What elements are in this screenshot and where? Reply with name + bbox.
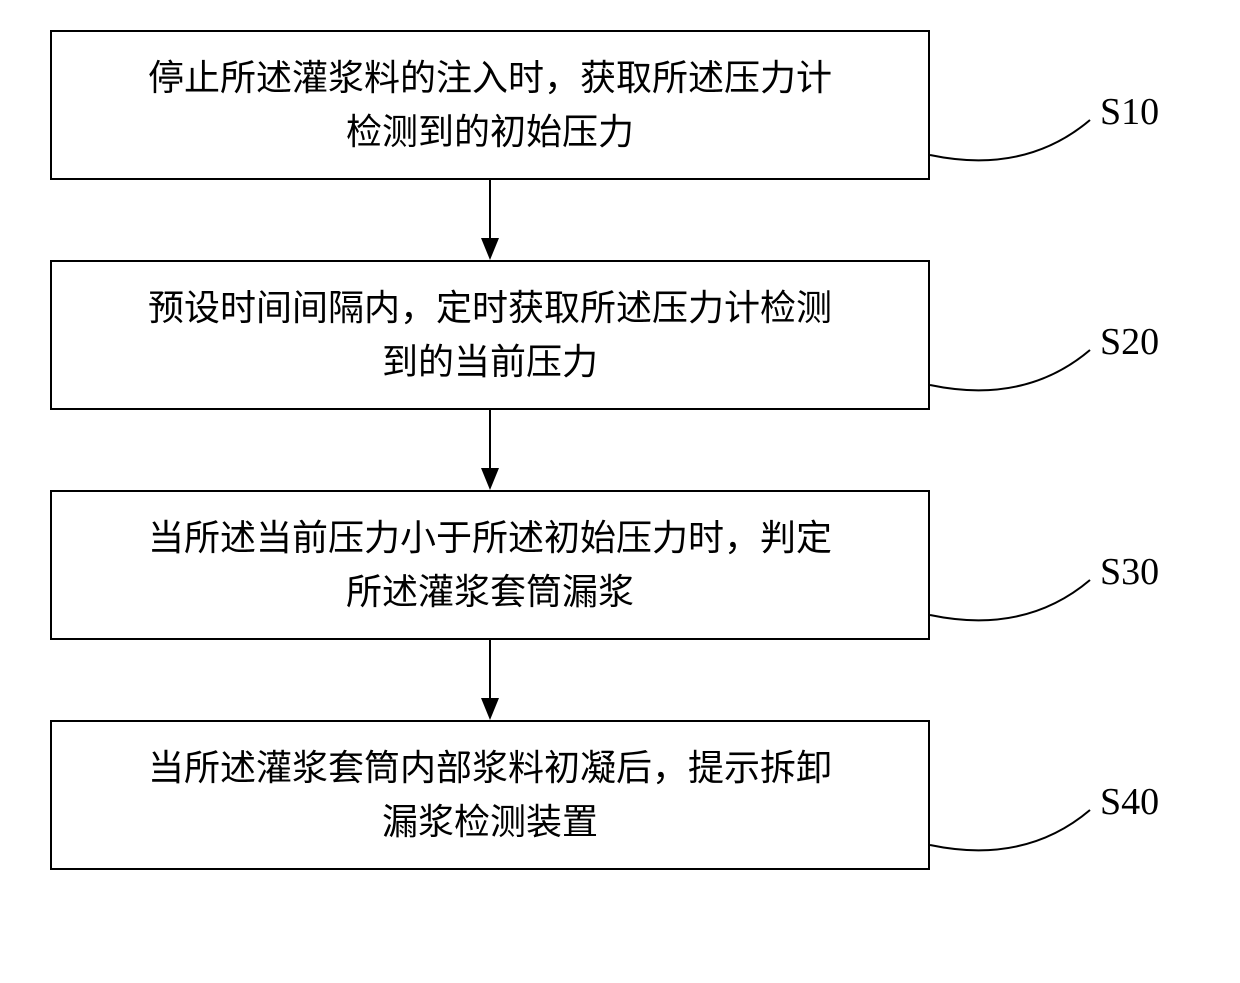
flowchart-connector-curve <box>930 810 1090 850</box>
flowchart-step-label: S30 <box>1100 550 1159 594</box>
flowchart-step-label: S20 <box>1100 320 1159 364</box>
flowchart-step-text: 当所述当前压力小于所述初始压力时，判定 所述灌浆套筒漏浆 <box>148 511 832 619</box>
flowchart-arrow-head <box>481 698 499 720</box>
flowchart-canvas: 停止所述灌浆料的注入时，获取所述压力计 检测到的初始压力 S10 预设时间间隔内，定… <box>0 0 1240 983</box>
flowchart-step-text: 停止所述灌浆料的注入时，获取所述压力计 检测到的初始压力 <box>148 51 832 159</box>
flowchart-step-box: 当所述灌浆套筒内部浆料初凝后，提示拆卸 漏浆检测装置 <box>50 720 930 870</box>
flowchart-connector-curve <box>930 120 1090 160</box>
flowchart-step-label: S40 <box>1100 780 1159 824</box>
flowchart-step-text: 预设时间间隔内，定时获取所述压力计检测 到的当前压力 <box>148 281 832 389</box>
flowchart-step-label: S10 <box>1100 90 1159 134</box>
flowchart-step-box: 当所述当前压力小于所述初始压力时，判定 所述灌浆套筒漏浆 <box>50 490 930 640</box>
flowchart-step-box: 预设时间间隔内，定时获取所述压力计检测 到的当前压力 <box>50 260 930 410</box>
flowchart-arrow-head <box>481 468 499 490</box>
flowchart-connector-curve <box>930 580 1090 620</box>
flowchart-step-text: 当所述灌浆套筒内部浆料初凝后，提示拆卸 漏浆检测装置 <box>148 741 832 849</box>
flowchart-connector-curve <box>930 350 1090 390</box>
flowchart-step-box: 停止所述灌浆料的注入时，获取所述压力计 检测到的初始压力 <box>50 30 930 180</box>
flowchart-arrow-head <box>481 238 499 260</box>
